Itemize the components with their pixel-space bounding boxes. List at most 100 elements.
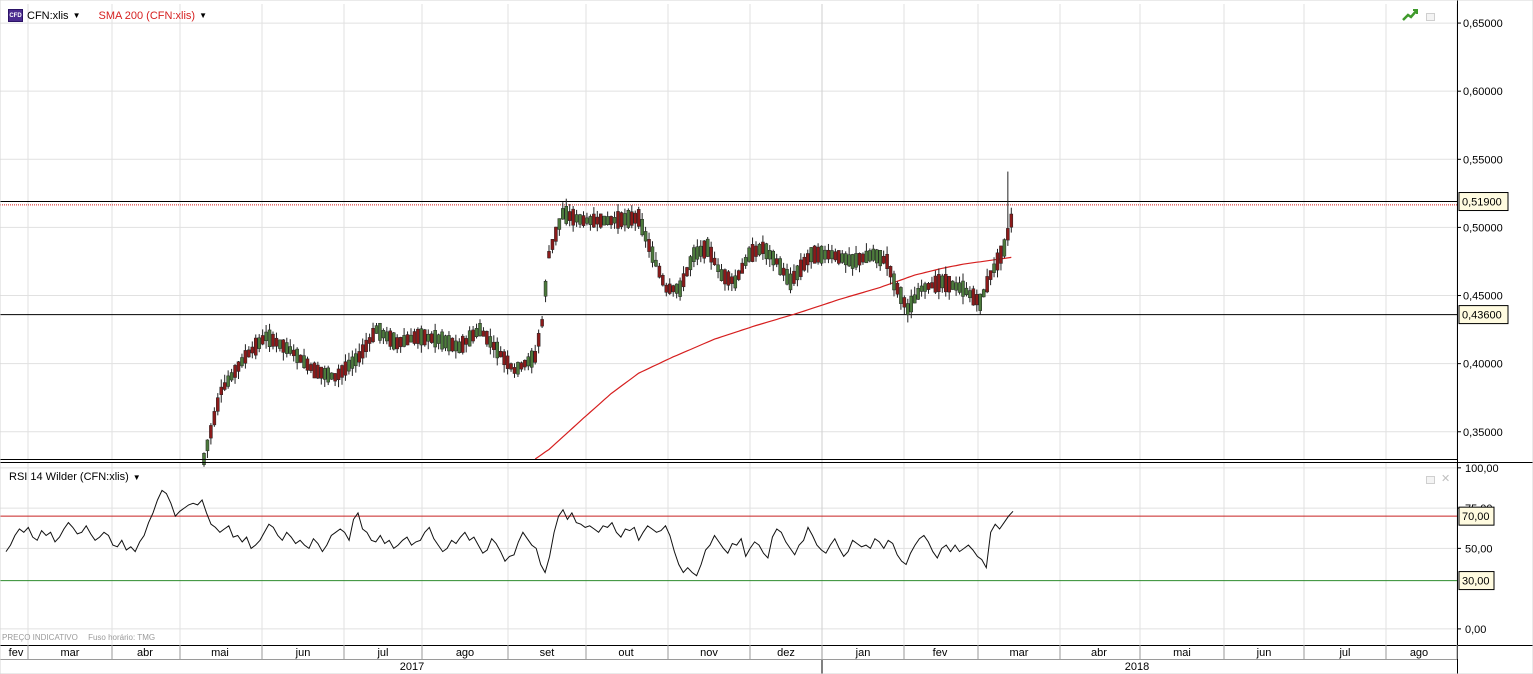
candle xyxy=(623,208,627,232)
candle-body xyxy=(823,249,827,260)
candle-body xyxy=(302,355,306,368)
dropdown-caret-icon[interactable]: ▼ xyxy=(72,11,81,20)
candle-body xyxy=(374,325,379,334)
candle-body xyxy=(740,262,744,274)
candle xyxy=(885,246,889,276)
candle-body xyxy=(737,270,741,280)
candle xyxy=(285,337,289,358)
candle-body xyxy=(392,332,396,350)
candle xyxy=(216,393,220,416)
candle xyxy=(674,283,679,299)
candle-body xyxy=(912,294,917,304)
candle-body xyxy=(688,256,693,271)
candle xyxy=(433,323,437,353)
candle xyxy=(778,256,782,276)
panel-maximize-icon[interactable] xyxy=(1426,474,1436,488)
candle-body xyxy=(274,337,279,347)
candle-body xyxy=(354,353,358,367)
candle xyxy=(802,253,807,272)
candle xyxy=(737,269,741,282)
candle-body xyxy=(671,285,675,293)
candle-body xyxy=(326,367,330,383)
candle-body xyxy=(678,280,682,297)
candle-body xyxy=(254,337,258,356)
candle xyxy=(274,332,279,353)
candle xyxy=(250,341,255,359)
candle xyxy=(419,325,424,353)
candle xyxy=(650,241,655,268)
candle-body xyxy=(485,330,489,345)
rsi-level-tag-label: 70,00 xyxy=(1462,511,1490,523)
candle xyxy=(523,359,527,371)
candle-body xyxy=(405,334,410,346)
candle xyxy=(530,347,534,374)
candle-body xyxy=(423,329,427,346)
candle xyxy=(795,264,800,287)
candle-body xyxy=(626,209,631,228)
candle xyxy=(312,361,317,379)
month-axis-label: nov xyxy=(700,647,718,659)
candle xyxy=(554,226,558,246)
instrument-label[interactable]: CFN:xlis xyxy=(27,9,69,22)
candle xyxy=(781,262,786,282)
candle-body xyxy=(975,294,979,306)
candle-body xyxy=(236,361,241,372)
candle xyxy=(343,354,348,381)
candle xyxy=(771,249,775,272)
candle xyxy=(481,327,486,337)
candle xyxy=(543,279,548,303)
candle xyxy=(516,361,520,378)
candle xyxy=(964,282,969,297)
candle-body xyxy=(854,253,858,268)
candle xyxy=(547,245,551,259)
candle-body xyxy=(795,265,800,281)
candle-body xyxy=(681,273,686,288)
candle-body xyxy=(426,333,430,342)
candle-body xyxy=(571,208,575,226)
panel-maximize-icon[interactable] xyxy=(1426,11,1436,25)
candle xyxy=(864,243,869,264)
candle-body xyxy=(705,238,710,257)
rsi-axis-label: 50,00 xyxy=(1465,543,1493,555)
candle-body xyxy=(247,349,251,358)
candle xyxy=(347,352,351,375)
candle-body xyxy=(981,289,986,298)
candle-body xyxy=(868,250,872,262)
sma-legend-label[interactable]: SMA 200 (CFN:xlis) xyxy=(98,9,196,22)
candle xyxy=(374,323,379,334)
candle xyxy=(309,362,313,374)
month-axis-label: mar xyxy=(1010,647,1029,659)
candle xyxy=(947,275,951,300)
candle-body xyxy=(881,255,886,264)
candle-body xyxy=(764,243,769,260)
candle-body xyxy=(819,245,824,264)
candle-body xyxy=(229,372,234,381)
candle-body xyxy=(416,328,420,344)
candle-body xyxy=(909,295,913,313)
candle-body xyxy=(561,208,565,220)
candle-body xyxy=(944,273,948,293)
candle xyxy=(495,337,499,366)
dropdown-caret-icon[interactable]: ▼ xyxy=(199,11,207,20)
candle xyxy=(350,350,355,376)
dropdown-caret-icon[interactable]: ▼ xyxy=(132,472,141,482)
candle-body xyxy=(409,334,413,343)
candle-body xyxy=(464,338,468,345)
rsi-legend[interactable]: RSI 14 Wilder (CFN:xlis) ▼ xyxy=(9,471,141,483)
candle xyxy=(988,270,993,286)
year-axis-label: 2017 xyxy=(400,661,424,673)
candle xyxy=(685,266,689,277)
instrument-legend[interactable]: CFD CFN:xlis ▼ SMA 200 (CFN:xlis) ▼ xyxy=(8,9,207,22)
candle xyxy=(316,361,320,380)
candle-body xyxy=(323,368,327,380)
candle xyxy=(699,240,703,263)
trend-line-icon[interactable] xyxy=(1402,8,1418,25)
candle-body xyxy=(747,247,751,262)
panel-close-icon[interactable]: ✕ xyxy=(1441,473,1451,485)
candle xyxy=(657,262,662,279)
candle xyxy=(209,423,213,445)
candle xyxy=(809,247,813,269)
rsi-legend-label[interactable]: RSI 14 Wilder (CFN:xlis) xyxy=(9,471,129,483)
year-axis-label: 2018 xyxy=(1125,661,1149,673)
